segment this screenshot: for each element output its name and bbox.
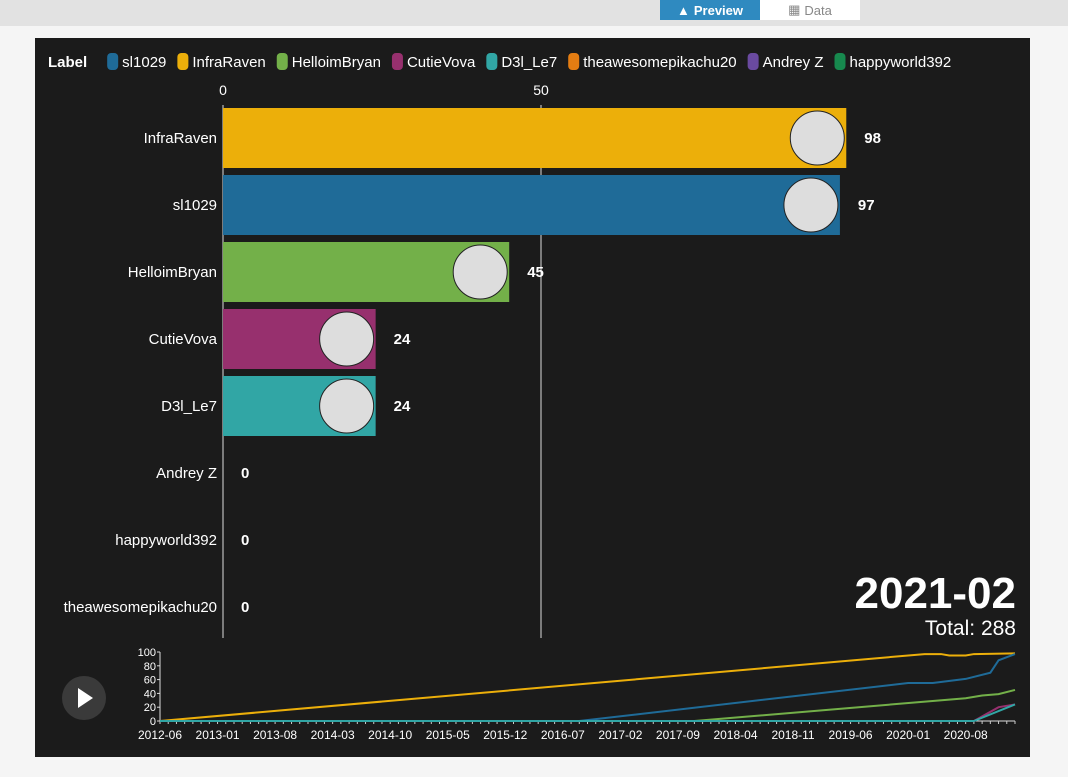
bar-label: theawesomepikachu20 (64, 599, 217, 616)
avatar-image (319, 311, 375, 367)
legend-item[interactable]: CutieVova (407, 54, 476, 71)
x-tick-label: 0 (219, 82, 227, 98)
timeline-x-tick: 2016-07 (541, 728, 585, 742)
timeline-y-tick: 0 (150, 716, 156, 728)
avatar-image (783, 177, 839, 233)
timeline-line-sl1029 (160, 653, 1016, 722)
legend-item[interactable]: theawesomepikachu20 (583, 54, 736, 71)
bar-value: 0 (241, 532, 249, 549)
timeline-x-tick: 2014-03 (311, 728, 355, 742)
bar-label: CutieVova (149, 331, 218, 348)
legend-item[interactable]: HelloimBryan (292, 54, 381, 71)
timeline-x-tick: 2013-01 (196, 728, 240, 742)
avatar-image (452, 244, 508, 300)
bar-label: sl1029 (173, 197, 217, 214)
bar-value: 0 (241, 599, 249, 616)
area-chart-icon: ▲ (676, 2, 690, 18)
timeline-x-tick: 2015-12 (483, 728, 527, 742)
bar-value: 45 (527, 264, 544, 281)
avatar-image (319, 378, 375, 434)
legend-item[interactable]: happyworld392 (849, 54, 951, 71)
tab-preview[interactable]: ▲ Preview (660, 0, 760, 20)
timeline-x-tick: 2017-02 (598, 728, 642, 742)
legend-item[interactable]: InfraRaven (192, 54, 265, 71)
legend-item[interactable]: sl1029 (122, 54, 166, 71)
timeline-x-tick: 2013-08 (253, 728, 297, 742)
legend-item[interactable]: D3l_Le7 (501, 54, 557, 71)
timeline-x-tick: 2018-04 (713, 728, 757, 742)
legend-swatch (276, 53, 288, 70)
timeline-y-tick: 40 (144, 688, 156, 700)
bar-label: D3l_Le7 (161, 398, 217, 415)
tab-data[interactable]: ▦ Data (760, 0, 860, 20)
timeline-x-tick: 2020-08 (944, 728, 988, 742)
bar-value: 0 (241, 465, 249, 482)
bar-value: 24 (394, 398, 411, 415)
timeline-x-tick: 2018-11 (771, 728, 814, 742)
bar (223, 175, 840, 235)
chart-panel: Label sl1029 InfraRaven HelloimBryan CutieVo… (35, 38, 1030, 757)
timeline-line-HelloimBryan (160, 688, 1016, 722)
legend-swatch (747, 53, 759, 70)
x-tick-label: 50 (533, 82, 549, 98)
timeline-y-tick: 80 (144, 661, 156, 673)
legend-swatch (486, 53, 498, 70)
timeline-y-tick: 20 (144, 702, 156, 714)
avatar-image (789, 110, 845, 166)
bar-value: 98 (864, 130, 881, 147)
bar-value: 97 (858, 197, 875, 214)
bar-label: happyworld392 (115, 532, 217, 549)
play-icon (78, 688, 93, 708)
bar (223, 108, 847, 168)
top-bar (0, 0, 1068, 26)
timeline-line-CutieVova (160, 703, 1016, 722)
timeline-line-InfraRaven (159, 652, 1016, 722)
timeline-x-tick: 2019-06 (829, 728, 873, 742)
legend-swatch (107, 53, 119, 70)
bar-label: Andrey Z (156, 465, 217, 482)
timeline-x-tick: 2012-06 (138, 728, 182, 742)
current-date: 2021-02 (855, 569, 1016, 618)
timeline-x-tick: 2017-09 (656, 728, 700, 742)
timeline-x-tick: 2015-05 (426, 728, 470, 742)
table-icon: ▦ (788, 2, 801, 17)
bar-label: InfraRaven (144, 130, 217, 147)
timeline-x-tick: 2020-01 (886, 728, 930, 742)
bar-label: HelloimBryan (128, 264, 217, 281)
legend-swatch (177, 53, 189, 70)
legend-swatch (391, 53, 403, 70)
legend-title: Label (48, 54, 87, 71)
view-tabs: ▲ Preview ▦ Data (660, 0, 860, 20)
bar-chart-race: Label sl1029 InfraRaven HelloimBryan CutieVo… (48, 53, 1016, 742)
timeline-y-tick: 100 (138, 647, 156, 659)
legend-item[interactable]: Andrey Z (763, 54, 824, 71)
timeline-y-tick: 60 (144, 675, 156, 687)
timeline-x-tick: 2014-10 (368, 728, 412, 742)
total-label: Total: 288 (925, 617, 1016, 640)
bar-value: 24 (394, 331, 411, 348)
timeline-line-D3l_Le7 (160, 703, 1016, 722)
legend-swatch (834, 53, 846, 70)
legend-swatch (568, 53, 580, 70)
